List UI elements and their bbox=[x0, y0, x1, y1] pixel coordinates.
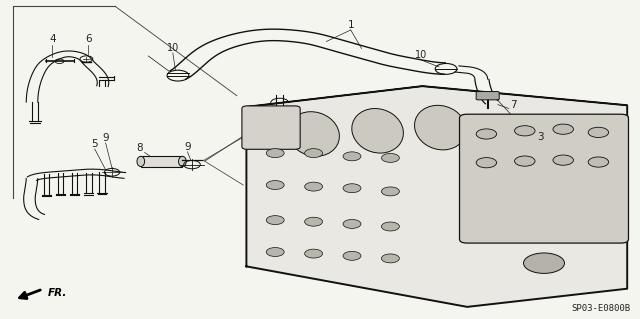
Text: 10: 10 bbox=[166, 43, 179, 53]
Text: 3: 3 bbox=[538, 132, 544, 142]
Polygon shape bbox=[246, 86, 627, 107]
Text: 9: 9 bbox=[184, 142, 191, 152]
Circle shape bbox=[266, 181, 284, 189]
Circle shape bbox=[515, 126, 535, 136]
Circle shape bbox=[476, 129, 497, 139]
Circle shape bbox=[553, 124, 573, 134]
Text: 5: 5 bbox=[92, 139, 98, 149]
Circle shape bbox=[266, 248, 284, 256]
Text: 8: 8 bbox=[136, 143, 143, 152]
Circle shape bbox=[343, 152, 361, 161]
Circle shape bbox=[305, 149, 323, 158]
Text: 1: 1 bbox=[348, 20, 354, 30]
Text: 7: 7 bbox=[510, 100, 516, 110]
Text: SP03-E0800B: SP03-E0800B bbox=[572, 304, 630, 313]
Text: 9: 9 bbox=[102, 133, 109, 143]
Circle shape bbox=[588, 127, 609, 137]
Text: 6: 6 bbox=[85, 34, 92, 44]
Ellipse shape bbox=[179, 156, 186, 167]
Circle shape bbox=[524, 253, 564, 273]
Ellipse shape bbox=[137, 156, 145, 167]
Circle shape bbox=[305, 217, 323, 226]
Circle shape bbox=[343, 251, 361, 260]
Text: FR.: FR. bbox=[48, 288, 67, 299]
Ellipse shape bbox=[288, 112, 339, 156]
Circle shape bbox=[515, 156, 535, 166]
FancyBboxPatch shape bbox=[242, 106, 300, 149]
Circle shape bbox=[343, 219, 361, 228]
FancyBboxPatch shape bbox=[460, 114, 628, 243]
Circle shape bbox=[381, 222, 399, 231]
Bar bbox=[141, 156, 182, 167]
Circle shape bbox=[266, 216, 284, 225]
Polygon shape bbox=[246, 86, 627, 307]
Circle shape bbox=[381, 187, 399, 196]
Circle shape bbox=[553, 155, 573, 165]
FancyBboxPatch shape bbox=[476, 92, 499, 100]
Circle shape bbox=[476, 158, 497, 168]
Text: 2: 2 bbox=[263, 114, 269, 124]
Circle shape bbox=[266, 149, 284, 158]
Circle shape bbox=[305, 249, 323, 258]
Circle shape bbox=[381, 254, 399, 263]
Circle shape bbox=[588, 157, 609, 167]
Text: 4: 4 bbox=[49, 34, 56, 44]
Text: 10: 10 bbox=[415, 50, 428, 60]
Ellipse shape bbox=[352, 108, 403, 153]
Circle shape bbox=[381, 153, 399, 162]
Ellipse shape bbox=[415, 105, 466, 150]
Circle shape bbox=[305, 182, 323, 191]
Circle shape bbox=[343, 184, 361, 193]
